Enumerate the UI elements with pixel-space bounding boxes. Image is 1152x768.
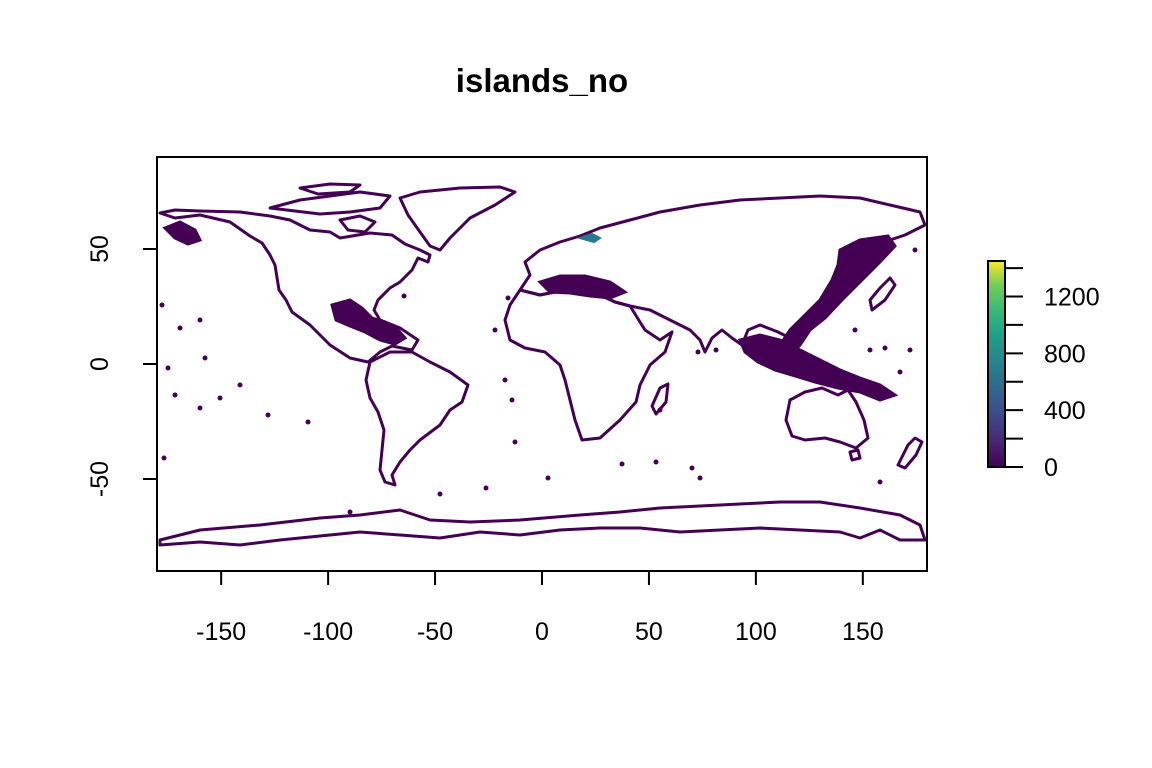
y-axis: -50 0 50 bbox=[86, 235, 157, 497]
x-tick-label: 150 bbox=[842, 618, 884, 646]
x-tick-label: 50 bbox=[635, 618, 663, 646]
map-title: islands_no bbox=[456, 62, 628, 99]
australia-coast bbox=[784, 386, 870, 450]
mediterranean-islands bbox=[537, 274, 629, 300]
legend-tick-label: 400 bbox=[1044, 397, 1086, 425]
alaska-islands bbox=[162, 220, 203, 246]
japan-coast bbox=[868, 276, 897, 312]
legend-tick-label: 0 bbox=[1044, 454, 1058, 482]
antarctica-coast bbox=[158, 500, 927, 547]
color-legend: 0 400 800 1200 bbox=[987, 260, 1100, 482]
scandinavia-lakes bbox=[576, 232, 602, 244]
x-tick-label: 0 bbox=[535, 618, 549, 646]
north-america-coast bbox=[158, 208, 432, 364]
map-layer bbox=[158, 182, 927, 547]
legend-tick-label: 800 bbox=[1044, 340, 1086, 368]
x-tick-label: -50 bbox=[417, 618, 453, 646]
maritime-southeast-asia bbox=[737, 333, 899, 402]
y-tick-label: -50 bbox=[86, 461, 114, 497]
x-tick-label: -100 bbox=[303, 618, 353, 646]
tasmania-coast bbox=[848, 448, 862, 462]
x-tick-label: -150 bbox=[196, 618, 246, 646]
legend-tick-label: 1200 bbox=[1044, 284, 1100, 312]
africa-coast bbox=[503, 288, 674, 442]
legend-color-bar bbox=[987, 260, 1006, 468]
south-america-coast bbox=[364, 350, 470, 487]
oceanic-islands bbox=[159, 247, 918, 515]
x-tick-label: 100 bbox=[735, 618, 777, 646]
greenland-coast bbox=[398, 185, 517, 252]
east-asia-islands bbox=[778, 234, 897, 358]
y-tick-label: 0 bbox=[86, 357, 114, 371]
x-axis: -150 -100 -50 0 50 100 150 bbox=[196, 571, 884, 646]
caribbean-islands bbox=[330, 298, 408, 346]
y-tick-label: 50 bbox=[86, 235, 114, 263]
new-zealand-coast bbox=[896, 436, 924, 470]
arctic-islands bbox=[268, 182, 392, 234]
